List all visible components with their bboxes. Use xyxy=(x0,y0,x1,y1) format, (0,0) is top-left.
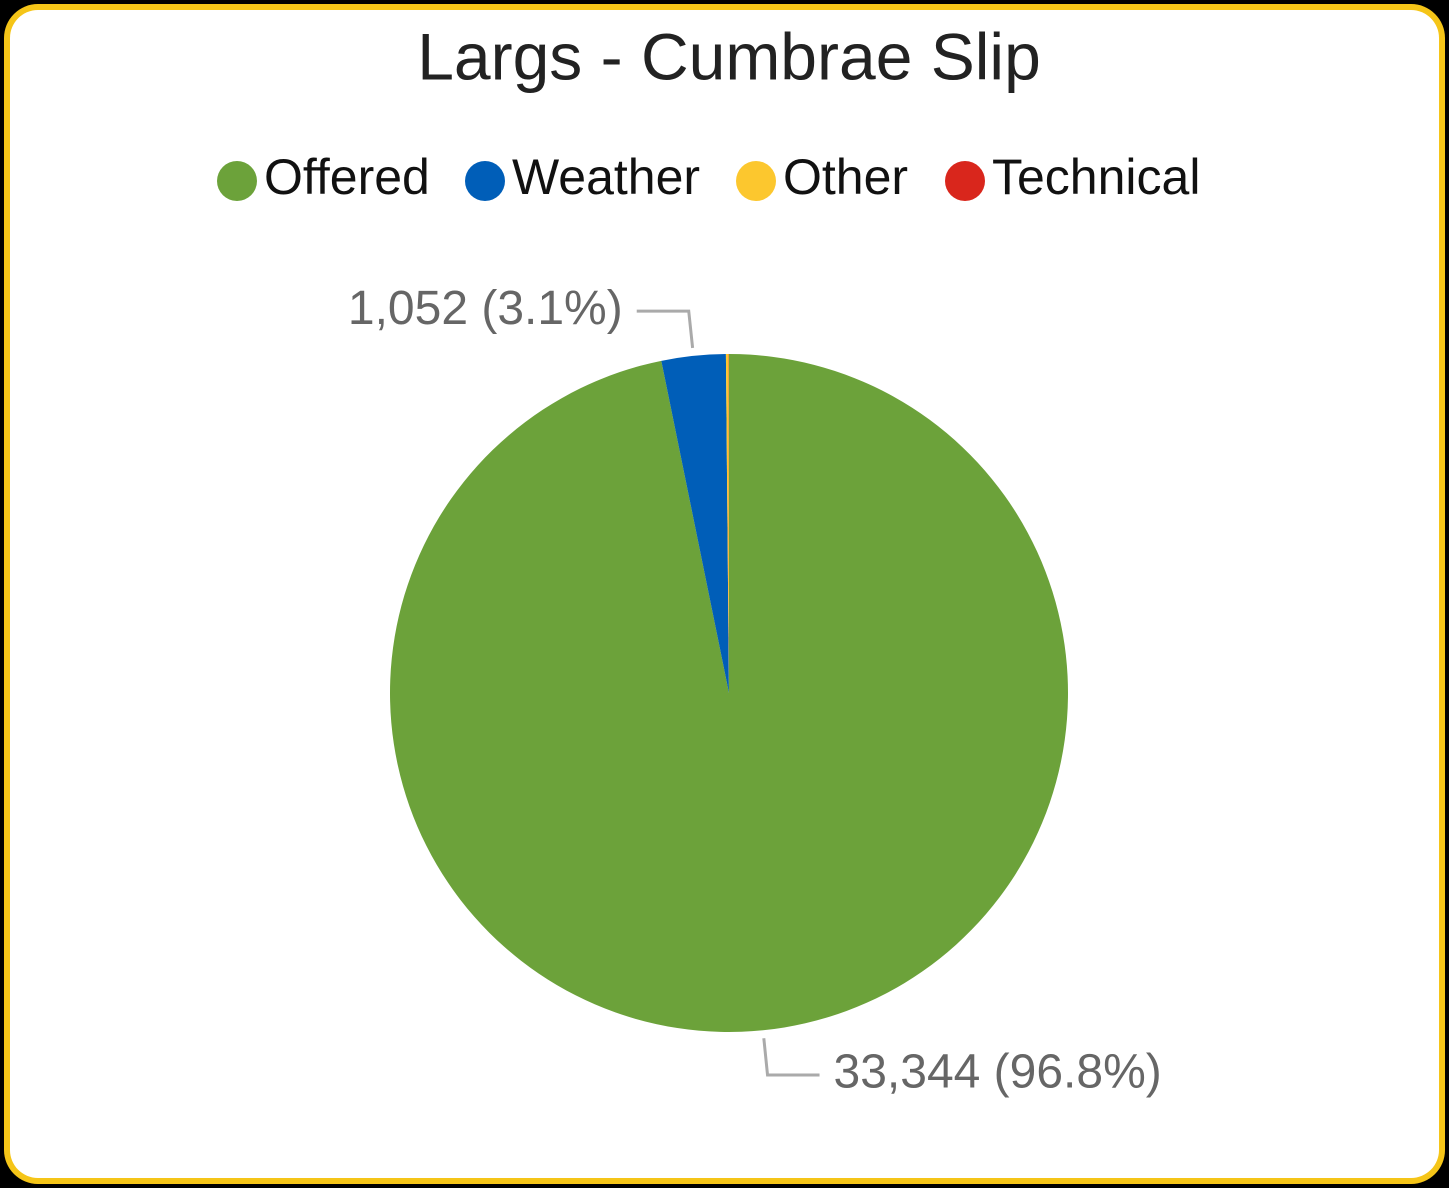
legend-swatch xyxy=(465,161,505,201)
legend-label: Technical xyxy=(992,149,1200,205)
legend-swatch xyxy=(217,161,257,201)
data-label: 33,344 (96.8%) xyxy=(834,1046,1162,1099)
legend: Offered Weather Other Technical xyxy=(217,149,1200,205)
legend-label: Weather xyxy=(512,149,700,205)
pie-slice xyxy=(661,354,729,693)
data-labels: 33,344 (96.8%) 1,052 (3.1%) xyxy=(348,282,1162,1099)
pie-slice xyxy=(390,354,1069,1032)
legend-label: Other xyxy=(783,149,908,205)
legend-swatch xyxy=(736,161,776,201)
leader-line xyxy=(636,309,695,349)
data-label: 1,052 (3.1%) xyxy=(348,282,623,335)
pie-slice xyxy=(725,354,729,693)
legend-swatch xyxy=(945,161,985,201)
legend-label: Offered xyxy=(264,149,430,205)
chart-title: Largs - Cumbrae Slip xyxy=(417,19,1041,93)
pie xyxy=(390,354,1069,1032)
leader-line xyxy=(762,1038,820,1077)
